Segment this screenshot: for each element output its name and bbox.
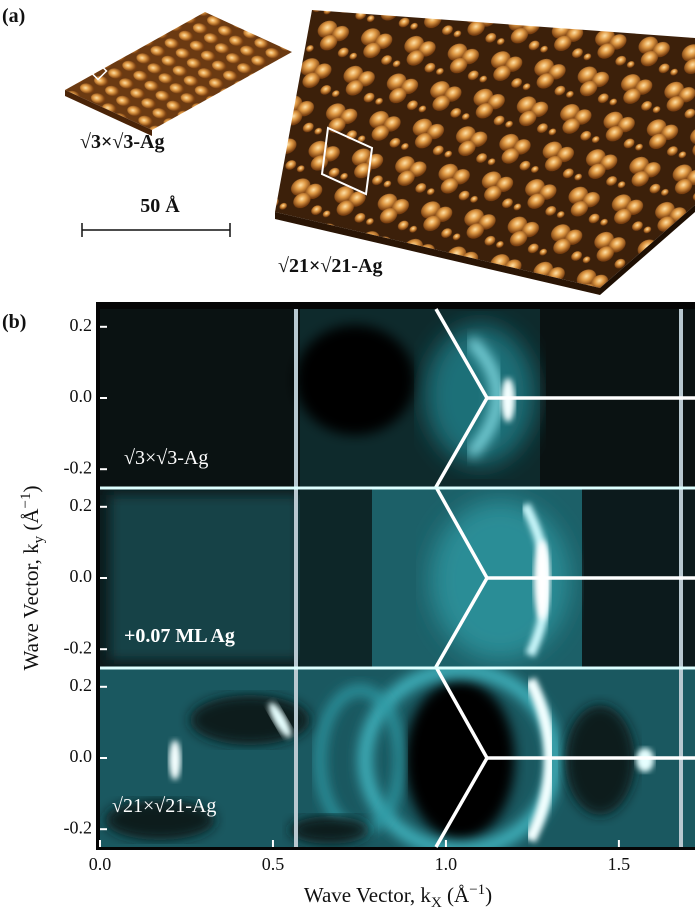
sub-panel-label: √21×√21-Ag — [112, 795, 216, 817]
image-label: √21×√21-Ag — [278, 255, 382, 277]
y-axis-label: Wave Vector, ky (Å−1) — [18, 485, 47, 670]
label-part: −1 — [18, 492, 34, 508]
sub-panel-label: √3×√3-Ag — [124, 447, 208, 469]
scale-bar-label: 50 Å — [140, 194, 180, 217]
panel-label: (b) — [2, 311, 26, 333]
y-tick-label: 0.2 — [70, 675, 93, 695]
label-part: (Å — [19, 508, 43, 536]
label-part: ) — [19, 485, 43, 492]
x-axis-label: Wave Vector, kX (Å−1) — [304, 882, 492, 911]
label-part: (Å — [442, 883, 470, 907]
x-tick-label: 0.0 — [89, 854, 112, 874]
y-tick-label: -0.2 — [64, 817, 93, 837]
y-tick-label: 0.2 — [70, 315, 93, 335]
x-tick-label: 1.5 — [608, 854, 631, 874]
image-label: √3×√3-Ag — [80, 131, 164, 153]
stm-image-large — [275, 10, 695, 288]
x-tick-label: 0.5 — [262, 854, 285, 874]
y-tick-label: 0.0 — [70, 746, 93, 766]
stm-image-small — [65, 12, 292, 130]
figure: (a) √3×√3-Ag 50 Å √21×√21-Ag (b) — [0, 0, 695, 920]
y-tick-label: 0.2 — [70, 495, 93, 515]
label-part: X — [431, 895, 442, 911]
label-part: Wave Vector, k — [304, 883, 432, 907]
y-tick-label: 0.0 — [70, 386, 93, 406]
label-part: −1 — [469, 882, 485, 898]
x-tick-label: 1.0 — [435, 854, 458, 874]
label-part: ) — [485, 883, 492, 907]
y-tick-label: 0.0 — [70, 566, 93, 586]
y-tick-label: -0.2 — [64, 457, 93, 477]
sub-panel-label: +0.07 ML Ag — [124, 625, 235, 647]
y-tick-label: -0.2 — [64, 637, 93, 657]
panel-label: (a) — [2, 5, 25, 27]
label-part: Wave Vector, k — [19, 543, 43, 671]
